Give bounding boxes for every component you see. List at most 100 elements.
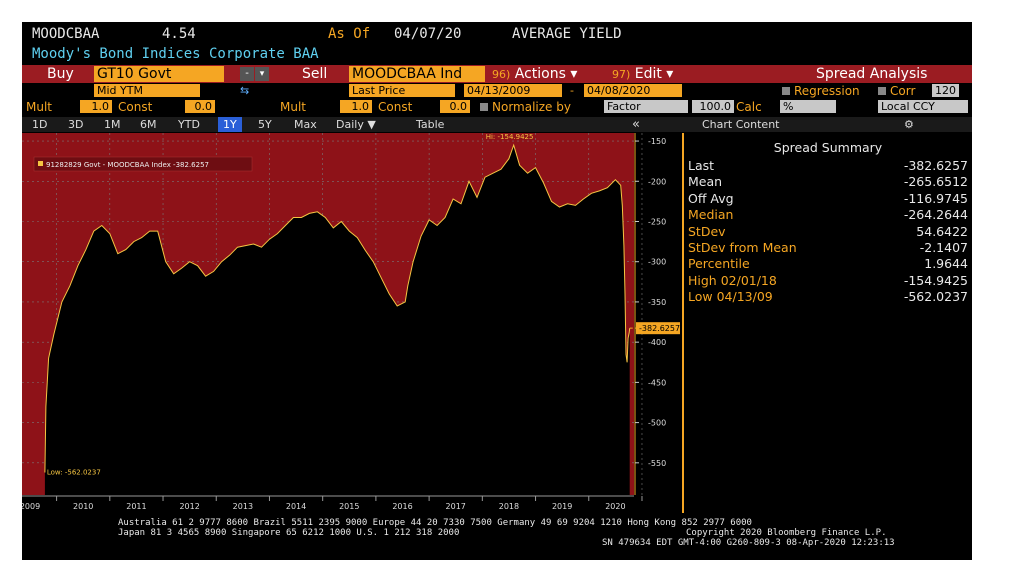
low-label: Low: -562.0237 bbox=[47, 468, 101, 476]
x-tick-label: 2019 bbox=[552, 502, 572, 511]
footer-session: SN 479634 EDT GMT-4:00 G260-809-3 08-Apr… bbox=[602, 538, 895, 548]
buy-field-select[interactable]: Mid YTM bbox=[94, 84, 200, 97]
summary-row-value: 1.9644 bbox=[924, 256, 968, 272]
ticker: MOODCBAA bbox=[32, 26, 100, 42]
regression-checkbox-icon bbox=[782, 87, 790, 95]
summary-row-label: Median bbox=[688, 207, 734, 223]
summary-row-label: StDev bbox=[688, 223, 726, 239]
calc-label: Calc bbox=[736, 100, 762, 114]
end-date-field[interactable]: 04/08/2020 bbox=[584, 84, 682, 97]
summary-row-label: StDev from Mean bbox=[688, 240, 797, 255]
chart-divider bbox=[682, 133, 684, 513]
corr-toggle[interactable]: Corr bbox=[878, 84, 915, 98]
swap-icon[interactable]: ⇆ bbox=[240, 84, 250, 97]
y-tick-label: -150 bbox=[648, 137, 666, 146]
normalize-checkbox-icon bbox=[480, 103, 488, 111]
period-5y-button[interactable]: 5Y bbox=[258, 118, 272, 131]
period-1y-button[interactable]: 1Y bbox=[218, 117, 242, 132]
summary-row: Low 04/13/09 -562.0237 bbox=[688, 289, 968, 305]
summary-row-label: Low 04/13/09 bbox=[688, 289, 773, 305]
sell-label: Sell bbox=[302, 66, 328, 82]
annotations: -382.6257 Hi: -154.9425 Low: -562.0237 bbox=[47, 133, 680, 476]
summary-row: Last -382.6257 bbox=[688, 158, 968, 174]
summary-row-value: 54.6422 bbox=[916, 223, 968, 239]
summary-row-label: High 02/01/18 bbox=[688, 272, 777, 288]
frequency-select[interactable]: Daily ▼ bbox=[336, 118, 376, 131]
summary-row: Mean -265.6512 bbox=[688, 174, 968, 190]
sell-security-field[interactable]: MOODCBAA Ind bbox=[349, 66, 485, 82]
x-tick-label: 2013 bbox=[233, 502, 253, 511]
buy-const-label: Const bbox=[118, 100, 153, 114]
x-tick-label: 2020 bbox=[605, 502, 625, 511]
calc-select[interactable]: % bbox=[780, 100, 836, 113]
legend: 91282829 Govt - MOODCBAA Index -382.6257 bbox=[33, 156, 253, 172]
period-1m-button[interactable]: 1M bbox=[104, 118, 121, 131]
period-toolbar: 1D 3D 1M 6M YTD 1Y 5Y Max Daily ▼ Table … bbox=[22, 117, 972, 132]
actions-number: 96) bbox=[492, 68, 511, 81]
y-axis: -150 -200 -250 -300 -350 -400 -450 -500 -550 bbox=[634, 133, 666, 495]
collapse-icon[interactable]: « bbox=[632, 117, 640, 132]
period-3d-button[interactable]: 3D bbox=[68, 118, 84, 131]
edit-menu[interactable]: 97) Edit ▾ bbox=[612, 66, 674, 82]
summary-row-value: -382.6257 bbox=[903, 158, 968, 173]
buy-const-field[interactable]: 0.0 bbox=[185, 100, 215, 113]
summary-row-value: -154.9425 bbox=[903, 272, 968, 288]
y-tick-label: -300 bbox=[648, 258, 666, 267]
regression-toggle[interactable]: Regression bbox=[782, 84, 860, 98]
x-tick-label: 2018 bbox=[499, 502, 519, 511]
x-tick-label: 2014 bbox=[286, 502, 306, 511]
normalize-toggle[interactable]: Normalize by bbox=[480, 100, 571, 114]
buy-label: Buy bbox=[47, 66, 74, 82]
summary-row-value: -116.9745 bbox=[903, 190, 968, 206]
normalize-select[interactable]: Factor bbox=[604, 100, 688, 113]
sell-const-label: Const bbox=[378, 100, 413, 114]
summary-row: StDev 54.6422 bbox=[688, 224, 968, 240]
sell-const-field[interactable]: 0.0 bbox=[440, 100, 470, 113]
buy-dropdown-button[interactable]: - bbox=[240, 67, 254, 81]
summary-row: Median -264.2644 bbox=[688, 207, 968, 223]
last-value-badge bbox=[636, 322, 680, 335]
summary-row-value: -264.2644 bbox=[903, 207, 968, 223]
buy-security-field[interactable]: GT10 Govt bbox=[94, 66, 224, 82]
spread-area bbox=[44, 145, 630, 495]
y-tick-label: -500 bbox=[648, 419, 666, 428]
settings-gear-icon[interactable]: ⚙ bbox=[904, 118, 914, 131]
x-axis: 2009 2010 2011 2012 2013 2014 2015 2016 2017 2018… bbox=[22, 495, 643, 511]
actions-menu[interactable]: 96) Actions ▾ bbox=[492, 66, 578, 82]
period-ytd-button[interactable]: YTD bbox=[178, 118, 200, 131]
currency-select[interactable]: Local CCY bbox=[878, 100, 968, 113]
corr-window-field[interactable]: 120 bbox=[932, 84, 959, 97]
legend-label: 91282829 Govt - MOODCBAA Index -382.6257 bbox=[46, 161, 209, 169]
sell-field-select[interactable]: Last Price bbox=[349, 84, 455, 97]
summary-row: StDev from Mean -2.1407 bbox=[688, 240, 968, 256]
y-tick-label: -450 bbox=[648, 378, 666, 387]
y-tick-label: -200 bbox=[648, 177, 666, 186]
period-max-button[interactable]: Max bbox=[294, 118, 317, 131]
sell-mult-field[interactable]: 1.0 bbox=[340, 100, 372, 113]
bloomberg-terminal-window: MOODCBAA 4.54 As Of 04/07/20 AVERAGE YIE… bbox=[22, 22, 972, 560]
y-tick-label: -400 bbox=[648, 338, 666, 347]
legend-box bbox=[33, 156, 253, 172]
start-date-field[interactable]: 04/13/2009 bbox=[464, 84, 562, 97]
summary-row-value: -265.6512 bbox=[903, 174, 968, 190]
footer-contacts-line-1: Australia 61 2 9777 8600 Brazil 5511 239… bbox=[118, 518, 752, 528]
buy-menu-button[interactable]: ▾ bbox=[255, 67, 269, 81]
ticker-value: 4.54 bbox=[162, 26, 196, 42]
period-6m-button[interactable]: 6M bbox=[140, 118, 157, 131]
x-tick-label: 2017 bbox=[446, 502, 466, 511]
table-button[interactable]: Table bbox=[416, 118, 445, 131]
x-tick-label: 2010 bbox=[73, 502, 93, 511]
legend-swatch bbox=[38, 161, 43, 166]
field-name: AVERAGE YIELD bbox=[512, 26, 622, 42]
as-of-label: As Of bbox=[328, 26, 371, 42]
x-tick-label: 2015 bbox=[339, 502, 359, 511]
summary-row-label: Percentile bbox=[688, 256, 750, 272]
summary-row: High 02/01/18 -154.9425 bbox=[688, 273, 968, 289]
buy-mult-field[interactable]: 1.0 bbox=[80, 100, 112, 113]
period-1d-button[interactable]: 1D bbox=[32, 118, 48, 131]
y-tick-label: -250 bbox=[648, 217, 666, 226]
y-tick-label: -350 bbox=[648, 298, 666, 307]
corr-checkbox-icon bbox=[878, 87, 886, 95]
chart-content-button[interactable]: Chart Content bbox=[702, 118, 780, 131]
normalize-base-field[interactable]: 100.0 bbox=[692, 100, 734, 113]
